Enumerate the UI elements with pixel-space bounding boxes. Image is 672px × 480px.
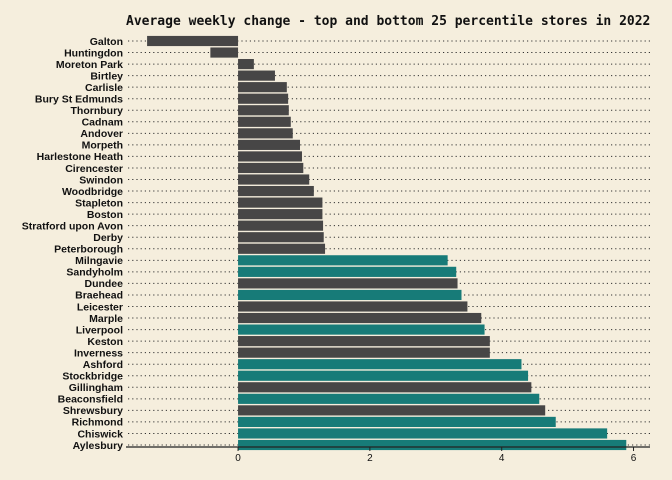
bar-marple [238,312,482,324]
bar-stratford-upon-avon [238,220,324,231]
category-label: Beaconsfield [58,394,123,406]
bar-boston [238,209,323,220]
category-label: Harlestone Heath [37,151,123,163]
category-label: Aylesbury [73,440,124,452]
category-label: Ashford [83,359,123,371]
bar-thornbury [238,105,289,116]
category-label: Andover [80,128,123,140]
category-label: Thornbury [71,105,124,117]
x-axis: 0 2 4 6 [126,446,650,464]
category-label: Liverpool [76,324,123,336]
bar-keston [238,336,490,347]
category-label: Marple [89,313,123,325]
bar-chiswick [238,428,608,439]
bar-ashford [238,359,522,370]
category-label: Morpeth [82,140,123,152]
category-label: Milngavie [75,255,123,267]
chart-title: Average weekly change - top and bottom 2… [126,14,650,29]
category-label: Cirencester [65,163,123,175]
bar-gillingham [238,382,532,393]
x-tick-label: 4 [499,453,505,464]
bar-swindon [238,174,310,185]
bar-stapleton [238,197,323,208]
category-label: Birtley [90,70,123,82]
category-label: Stockbridge [62,371,123,383]
category-label: Carlisle [85,82,123,94]
bar-sandyholm [238,266,457,277]
category-label: Stapleton [75,197,123,209]
bar-harlestone-heath [238,151,302,162]
category-label: Shrewsbury [63,405,123,417]
bar-derby [238,232,324,243]
bar-peterborough [238,243,326,254]
category-label: Dundee [84,278,123,290]
x-tick-label: 6 [631,453,637,464]
category-label: Moreton Park [56,59,123,71]
x-tick-label: 2 [367,453,373,464]
category-label: Sandyholm [66,267,123,279]
bar-morpeth [238,139,301,150]
category-label: Huntingdon [64,47,123,59]
bar-aylesbury [238,439,627,451]
category-label: Peterborough [54,244,123,256]
bar-galton [147,35,239,47]
bar-stockbridge [238,370,529,381]
bar-leicester [238,301,468,312]
bar-richmond [238,416,556,427]
category-label: Gillingham [69,382,123,394]
bar-bury-st-edmunds [238,93,289,104]
bar-beaconsfield [238,393,540,404]
bars [147,35,627,451]
x-tick-label: 0 [235,453,241,464]
category-label: Derby [93,232,123,244]
bar-liverpool [238,324,485,335]
category-label: Stratford upon Avon [22,220,123,232]
bar-shrewsbury [238,405,546,416]
bar-braehead [238,289,462,301]
category-label: Braehead [75,290,123,302]
bar-milngavie [238,255,448,266]
category-label: Swindon [79,174,123,186]
bar-inverness [238,347,490,358]
bar-moreton-park [238,59,254,70]
category-label: Galton [90,36,123,48]
category-label: Bury St Edmunds [35,94,123,106]
category-label: Keston [87,336,123,348]
category-label: Cadnam [82,117,123,129]
bar-birtley [238,70,275,81]
bar-cirencester [238,162,304,174]
bar-huntingdon [210,47,239,58]
category-label: Chiswick [77,428,123,440]
bar-dundee [238,278,458,289]
bar-andover [238,128,293,139]
category-label: Boston [87,209,123,221]
category-label: Richmond [72,417,123,429]
category-label: Leicester [77,301,123,313]
category-label: Woodbridge [62,186,123,198]
bar-woodbridge [238,185,314,197]
bar-carlisle [238,82,287,93]
bar-cadnam [238,116,291,127]
category-label: Inverness [74,347,123,359]
